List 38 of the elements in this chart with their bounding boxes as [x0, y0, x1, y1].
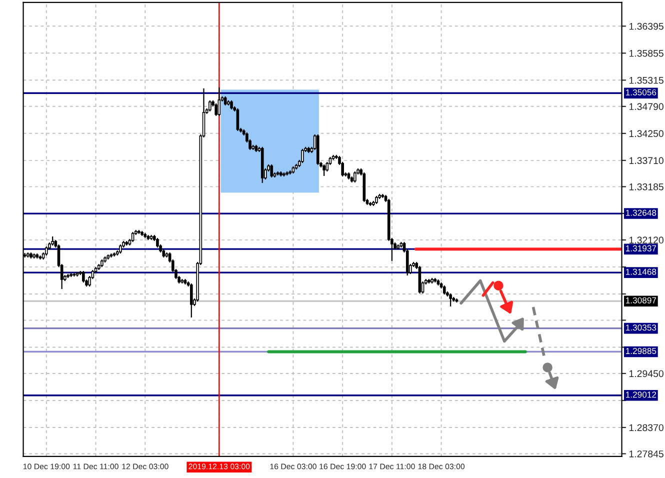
candlestick: [190, 282, 193, 318]
candlestick: [218, 86, 221, 116]
y-tick-label: 1.32120: [629, 236, 664, 244]
candlestick: [270, 164, 274, 178]
y-tick-label: 1.27845: [629, 450, 664, 458]
candlestick: [442, 284, 446, 296]
candlestick: [236, 108, 240, 132]
candlestick: [224, 96, 227, 106]
candlestick: [119, 244, 122, 254]
ref-line-label: 1.35056: [626, 89, 656, 96]
y-tick-label: 1.34250: [629, 130, 664, 138]
candlestick: [51, 236, 54, 246]
candlestick: [354, 170, 356, 183]
y-tick-label: 1.28370: [629, 424, 664, 432]
y-tick-label: 1.35315: [629, 76, 664, 84]
candlestick: [322, 164, 326, 176]
candlestick: [131, 231, 134, 242]
candlestick: [82, 270, 85, 284]
ref-line-label: 1.32648: [626, 210, 656, 216]
y-tick-label: 1.36395: [629, 22, 664, 30]
ref-line-label: 1.29885: [626, 348, 656, 354]
ref-line-label: 1.31937: [626, 245, 656, 252]
ref-line-label: 1.30897: [626, 297, 656, 304]
candlestick: [208, 100, 212, 112]
candlestick: [326, 161, 329, 172]
ref-line-label: 1.29012: [626, 392, 656, 398]
candlestick: [301, 148, 304, 164]
y-tick-label: 1.34790: [629, 103, 664, 110]
candlestick: [449, 292, 452, 308]
candlestick: [230, 100, 233, 110]
candlestick: [45, 246, 48, 256]
y-tick-label: 1.29450: [629, 370, 664, 378]
y-tick-label: 1.33710: [629, 157, 664, 164]
ref-line-label: 1.30353: [626, 324, 656, 331]
ref-line-label: 1.31468: [626, 268, 656, 275]
y-tick-label: 1.35855: [629, 50, 664, 57]
candlestick: [214, 102, 218, 116]
y-tick-label: 1.33185: [629, 183, 664, 190]
